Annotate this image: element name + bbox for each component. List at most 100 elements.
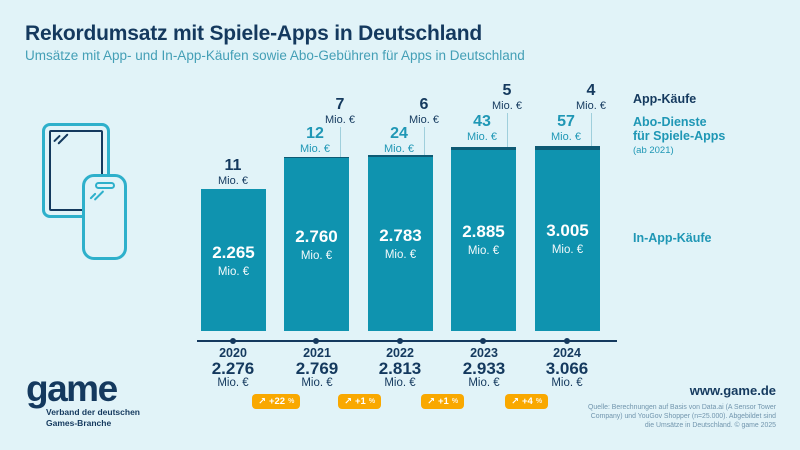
app-kaeufe-label-2022: 6 Mio. €: [384, 96, 464, 127]
inapp-value: 2.265: [212, 242, 255, 262]
total-2023: 2.933: [462, 359, 506, 378]
game-logo: game: [26, 368, 118, 409]
change-value: +1: [437, 396, 449, 407]
app-unit: Mio. €: [576, 100, 606, 112]
bar-2021: 2.760 Mio. €: [284, 157, 349, 331]
source-note: Quelle: Berechnungen auf Basis von Data.…: [588, 403, 776, 431]
axis-dot: [397, 338, 403, 344]
percent-sign: %: [368, 398, 376, 405]
axis-dot: [480, 338, 486, 344]
abo-label-2024: 57 Mio. €: [526, 113, 606, 144]
abo-segment: [284, 157, 349, 158]
bar-value-label: 2.783 Mio. €: [368, 155, 433, 331]
abo-unit: Mio. €: [551, 131, 581, 143]
app-kaeufe-label-2021: 7 Mio. €: [300, 96, 380, 127]
legend-abo-dienste: Abo-Dienste für Spiele-Apps (ab 2021): [633, 115, 725, 158]
total-unit: Mio. €: [217, 377, 249, 389]
tablet-icon: [42, 123, 110, 218]
total-unit: Mio. €: [468, 377, 500, 389]
year-label-2022: 2022: [386, 346, 414, 360]
total-unit: Mio. €: [301, 377, 333, 389]
source-line3: die Umsätze in Deutschland. © game 2025: [644, 422, 776, 430]
phone-icon: [82, 174, 127, 260]
change-value: +4: [521, 396, 533, 407]
total-unit: Mio. €: [551, 377, 583, 389]
percent-sign: %: [535, 398, 543, 405]
legend-app-kaeufe: App-Käufe: [633, 92, 697, 106]
bar-2023: 2.885 Mio. €: [451, 147, 516, 331]
legend-abo-note: (ab 2021): [633, 145, 674, 156]
abo-label-2023: 43 Mio. €: [442, 113, 522, 144]
bar-value-label: 3.005 Mio. €: [535, 146, 600, 331]
tablet-screen: [49, 130, 103, 211]
inapp-value: 2.760: [295, 226, 338, 246]
year-label-2020: 2020: [219, 346, 247, 360]
inapp-value: 2.885: [462, 221, 505, 241]
inapp-value: 2.783: [379, 225, 422, 245]
abo-unit: Mio. €: [384, 143, 414, 155]
bar-2020: 2.265 Mio. €: [201, 189, 266, 331]
total-2024: 3.066: [545, 359, 589, 378]
app-unit: Mio. €: [492, 100, 522, 112]
percent-sign: %: [451, 398, 459, 405]
inapp-value: 3.005: [546, 221, 589, 240]
app-unit: Mio. €: [218, 175, 248, 187]
source-line2: Company) und YouGov Shopper (n=25.000). …: [590, 413, 776, 421]
change-badge-2022: ↗ +1%: [338, 394, 382, 409]
inapp-unit: Mio. €: [217, 265, 250, 278]
legend-abo-line1: Abo-Dienste: [633, 115, 707, 129]
year-label-2023: 2023: [470, 346, 498, 360]
label-connector-line: [591, 113, 592, 146]
change-badge-2024: ↗ +4%: [505, 394, 549, 409]
page-subtitle: Umsätze mit App- und In-App-Käufen sowie…: [25, 48, 525, 63]
inapp-unit: Mio. €: [300, 249, 333, 262]
change-badge-2023: ↗ +1%: [421, 394, 465, 409]
abo-label-2022: 24 Mio. €: [359, 125, 439, 156]
bar-2024: 3.005 Mio. €: [535, 146, 600, 331]
year-label-2021: 2021: [303, 346, 331, 360]
bar-2022: 2.783 Mio. €: [368, 155, 433, 331]
app-kaeufe-label-2024: 4 Mio. €: [551, 82, 631, 113]
page-title: Rekordumsatz mit Spiele-Apps in Deutschl…: [25, 22, 482, 45]
arrow-up-right-icon: ↗: [344, 396, 352, 407]
app-value: 11: [224, 157, 242, 174]
label-connector-line: [507, 113, 508, 147]
tagline-line1: Verband der deutschen: [46, 407, 140, 417]
source-line1: Quelle: Berechnungen auf Basis von Data.…: [588, 404, 776, 411]
change-value: +22: [268, 396, 286, 407]
change-value: +1: [354, 396, 366, 407]
bar-value-label: 2.265 Mio. €: [201, 189, 266, 331]
change-badge-2021: ↗ +22%: [252, 394, 301, 409]
inapp-unit: Mio. €: [551, 244, 584, 256]
label-connector-line: [340, 127, 341, 157]
abo-value: 43: [473, 113, 491, 130]
abo-segment: [451, 147, 516, 150]
bar-value-label: 2.885 Mio. €: [451, 147, 516, 331]
abo-value: 57: [557, 113, 575, 130]
app-value: 4: [586, 82, 596, 99]
app-kaeufe-label-2023: 5 Mio. €: [467, 82, 547, 113]
tagline-line2: Games-Branche: [46, 417, 112, 428]
app-value: 6: [419, 96, 429, 113]
axis-dot: [313, 338, 319, 344]
total-2020: 2.276: [211, 359, 255, 378]
phone-notch: [94, 182, 115, 189]
total-2021: 2.769: [295, 359, 339, 378]
abo-segment: [535, 146, 600, 150]
percent-sign: %: [288, 398, 295, 405]
legend-in-app-kaeufe: In-App-Käufe: [633, 231, 712, 245]
axis-dot: [230, 338, 236, 344]
label-connector-line: [424, 127, 425, 155]
app-kaeufe-label-2020: 11 Mio. €: [193, 157, 273, 188]
app-unit: Mio. €: [325, 114, 355, 126]
total-unit: Mio. €: [384, 377, 416, 389]
website-link[interactable]: www.game.de: [689, 383, 776, 398]
app-value: 7: [335, 96, 345, 113]
abo-unit: Mio. €: [467, 131, 497, 143]
abo-value: 12: [306, 125, 324, 142]
abo-unit: Mio. €: [300, 143, 330, 155]
app-value: 5: [502, 82, 512, 99]
abo-value: 24: [390, 125, 408, 142]
abo-label-2021: 12 Mio. €: [275, 125, 355, 156]
